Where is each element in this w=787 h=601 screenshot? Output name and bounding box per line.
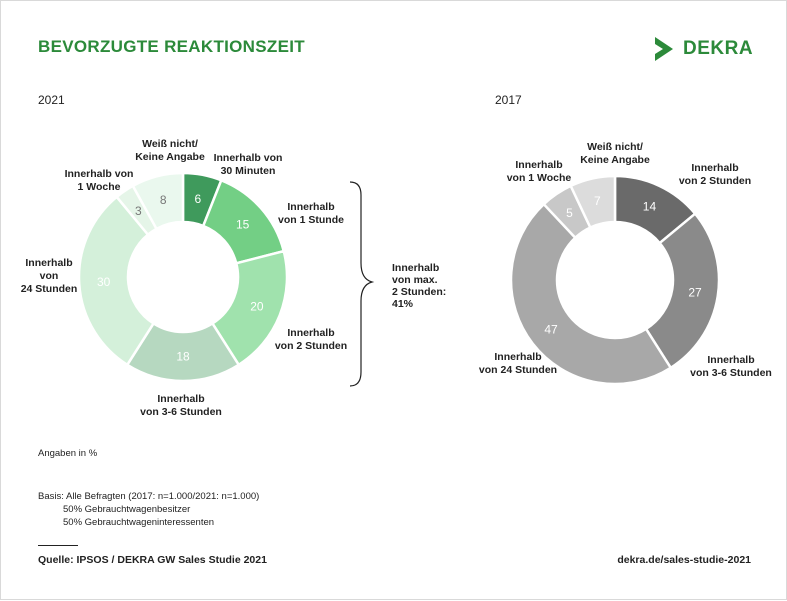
basis-line-3: 50% Gebrauchtwageninteressenten <box>63 517 215 528</box>
basis-note: Basis: Alle Befragten (2017: n=1.000/202… <box>38 490 259 529</box>
chart-2017-value-4: 7 <box>594 194 601 208</box>
chart-2017-value-2: 47 <box>544 323 558 337</box>
chart-2021-label-3: Innerhalb von 3-6 Stunden <box>140 393 222 418</box>
chart-2017-slice-2 <box>509 202 673 386</box>
donut-chart-2021: 6 Innerhalb von 30 Minuten 15 Innerhalb von 1… <box>21 138 347 418</box>
chart-2021-label-5: Innerhalb von 1 Woche <box>65 168 134 193</box>
chart-2017-label-0: Innerhalb von 2 Stunden <box>679 162 751 187</box>
chart-2017-value-1: 27 <box>688 286 702 300</box>
source-divider <box>38 545 78 546</box>
bracket-label: Innerhalb von max. 2 Stunden: 41% <box>392 262 446 310</box>
chart-2021-label-2: Innerhalb von 2 Stunden <box>275 327 347 352</box>
chart-2017-title: 2017 <box>495 93 522 107</box>
chart-2017-slice-4 <box>569 174 617 230</box>
chart-2017-label-3: Innerhalb von 1 Woche <box>507 159 572 184</box>
chart-2021-slice-6 <box>131 171 185 231</box>
chart-2021-value-4: 30 <box>97 275 111 289</box>
dekra-logo-icon <box>655 37 673 61</box>
chart-2017-label-4: Weiß nicht/Keine Angabe <box>580 141 650 166</box>
bracket-brace <box>349 181 375 387</box>
chart-2017-value-3: 5 <box>566 206 573 220</box>
basis-line-1: Basis: Alle Befragten (2017: n=1.000/202… <box>38 491 260 502</box>
page-title: BEVORZUGTE REAKTIONSZEIT <box>38 37 305 56</box>
chart-2021-value-2: 20 <box>250 299 264 313</box>
source-text: Quelle: IPSOS / DEKRA GW Sales Studie 20… <box>38 554 267 566</box>
chart-2021-value-5: 3 <box>135 204 142 218</box>
chart-2021-value-3: 18 <box>176 350 190 364</box>
chart-2021-title: 2021 <box>38 93 65 107</box>
chart-2017-label-2: Innerhalb von 24 Stunden <box>479 351 557 376</box>
chart-2021-label-1: Innerhalb von 1 Stunde <box>278 201 344 226</box>
dekra-logo: DEKRA <box>653 35 753 63</box>
chart-2021-value-0: 6 <box>195 192 202 206</box>
chart-2021-value-1: 15 <box>236 217 250 231</box>
chart-2017-value-0: 14 <box>643 200 657 214</box>
donut-chart-2017: 14 Innerhalb von 2 Stunden 27 Innerhalb von 3… <box>479 141 772 386</box>
chart-2017-slice-1 <box>644 211 721 370</box>
chart-2017-label-1: Innerhalb von 3-6 Stunden <box>690 354 772 379</box>
dekra-logo-text: DEKRA <box>683 38 754 59</box>
units-note: Angaben in % <box>38 448 98 459</box>
chart-2021-value-6: 8 <box>160 193 167 207</box>
chart-2021-label-0: Innerhalb von 30 Minuten <box>214 152 283 177</box>
source-url: dekra.de/sales-studie-2021 <box>617 554 751 566</box>
chart-2021-label-4: Innerhalb von 24 Stunden <box>21 257 78 295</box>
chart-2021-label-6: Weiß nicht/Keine Angabe <box>135 138 205 163</box>
basis-line-2: 50% Gebrauchtwagenbesitzer <box>63 504 191 515</box>
chart-2021-slice-4 <box>77 195 156 367</box>
